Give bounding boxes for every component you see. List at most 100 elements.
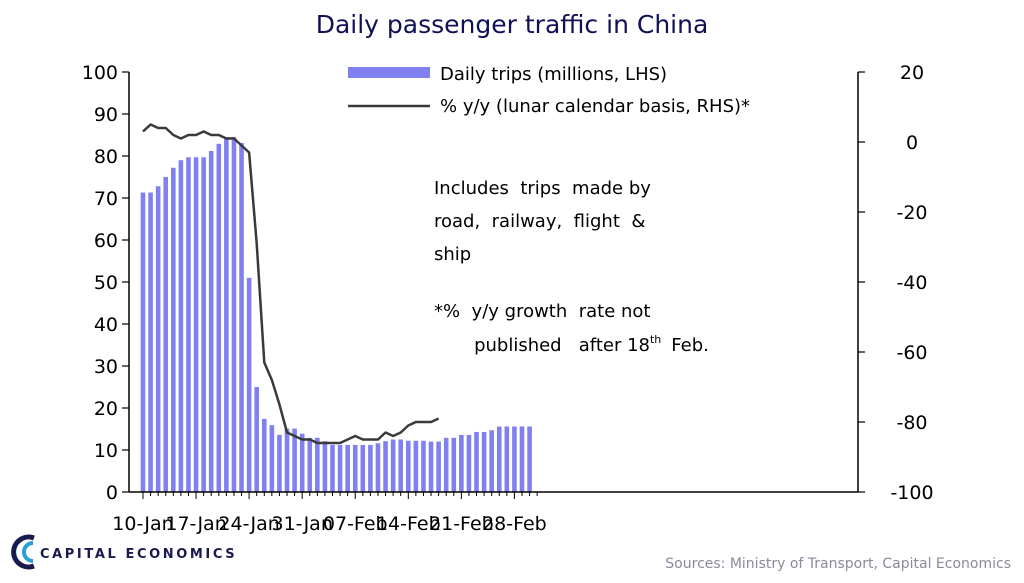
bar [171, 167, 176, 492]
bar [224, 137, 229, 492]
right-tick-label: -80 [896, 412, 927, 434]
axis-ticks: 0 10 20 30 40 50 60 70 80 90 100 -100 -80 -60 -40 -20 0 2… [82, 62, 934, 535]
bar [496, 426, 502, 492]
bar [292, 428, 297, 492]
bar [360, 444, 366, 492]
bar [261, 418, 267, 492]
brand-name: CAPITAL ECONOMICS [40, 547, 237, 562]
left-tick-label: 80 [94, 146, 118, 168]
svg-text:ship: ship [434, 244, 471, 265]
bar [504, 426, 510, 492]
capital-economics-logo: CAPITAL ECONOMICS [11, 534, 237, 570]
bar [178, 160, 184, 492]
x-tick-label: 28-Feb [482, 513, 547, 535]
bar [277, 434, 282, 492]
bar [421, 440, 426, 492]
bar [527, 426, 532, 492]
bar [519, 426, 525, 492]
right-tick-label: -60 [896, 342, 927, 364]
bar [322, 441, 328, 492]
left-tick-label: 30 [94, 356, 118, 378]
legend-swatch-bars [348, 67, 430, 78]
bar [375, 443, 381, 492]
right-tick-label: -100 [890, 482, 933, 504]
right-tick-label: -20 [896, 202, 927, 224]
left-tick-label: 50 [94, 272, 118, 294]
bar [451, 437, 457, 492]
x-tick-label: 07-Feb [323, 513, 388, 535]
bar [163, 177, 169, 492]
bar [193, 157, 199, 492]
bar [512, 426, 517, 492]
bar [155, 186, 161, 493]
bar [216, 143, 222, 492]
bar [254, 387, 259, 492]
left-tick-label: 100 [82, 62, 118, 84]
bar [315, 437, 320, 492]
legend-label-line: % y/y (lunar calendar basis, RHS)* [440, 96, 750, 117]
right-tick-label: 0 [906, 132, 918, 154]
bar [148, 192, 153, 493]
svg-text:*% y/y growth rate not: *% y/y growth rate not [434, 301, 650, 322]
bar [489, 430, 494, 492]
left-tick-label: 70 [94, 188, 118, 210]
bar-series [140, 137, 532, 493]
note-superscript: th [650, 333, 661, 346]
yoy-line-series [142, 123, 440, 445]
bar [186, 157, 191, 492]
bar [466, 434, 472, 492]
bar [231, 137, 237, 492]
x-tick-label: 10-Jan [112, 513, 173, 535]
legend: Daily trips (millions, LHS) % y/y (lunar… [348, 64, 750, 117]
bar [352, 444, 358, 492]
svg-text:Includes trips made by: Includes trips made by [434, 178, 651, 199]
left-tick-label: 20 [94, 398, 118, 420]
annotation-note: Includes trips made by road, railway, fl… [434, 178, 737, 356]
bar [406, 440, 411, 492]
x-tick-label: 17-Jan [165, 513, 226, 535]
bar [428, 441, 434, 492]
bar [208, 150, 214, 492]
bar [345, 444, 350, 492]
source-note: Sources: Ministry of Transport, Capital … [665, 556, 1011, 572]
note-published-after: published after 18 [474, 335, 650, 356]
bar [269, 425, 275, 492]
bar [201, 157, 206, 492]
logo-c-icon [11, 534, 35, 570]
bar [246, 277, 252, 492]
bar [390, 439, 396, 492]
bar [436, 441, 441, 492]
left-tick-label: 90 [94, 104, 118, 126]
bar [481, 431, 487, 492]
bar [368, 444, 373, 492]
left-tick-label: 60 [94, 230, 118, 252]
left-tick-label: 40 [94, 314, 118, 336]
bar [239, 142, 244, 493]
bar [398, 439, 404, 492]
left-tick-label: 10 [94, 440, 118, 462]
bar [284, 428, 290, 492]
left-tick-label: 0 [106, 482, 118, 504]
legend-label-bars: Daily trips (millions, LHS) [440, 64, 667, 85]
bar [459, 434, 464, 492]
note-feb: Feb. [671, 335, 709, 356]
bar [337, 444, 343, 492]
bar [307, 437, 313, 492]
bar [299, 433, 305, 492]
x-tick-label: 14-Feb [376, 513, 441, 535]
bar [383, 441, 388, 492]
bar [443, 437, 449, 492]
bar [474, 431, 479, 492]
svg-text:road, railway, flight &: road, railway, flight & [434, 211, 645, 232]
bar [140, 192, 146, 493]
bar [330, 444, 335, 492]
bar [413, 440, 419, 492]
x-tick-label: 31-Jan [271, 513, 332, 535]
right-tick-label: 20 [900, 62, 924, 84]
right-tick-label: -40 [896, 272, 927, 294]
x-tick-label: 21-Feb [429, 513, 494, 535]
chart-title: Daily passenger traffic in China [316, 10, 709, 39]
x-tick-label: 24-Jan [218, 513, 279, 535]
